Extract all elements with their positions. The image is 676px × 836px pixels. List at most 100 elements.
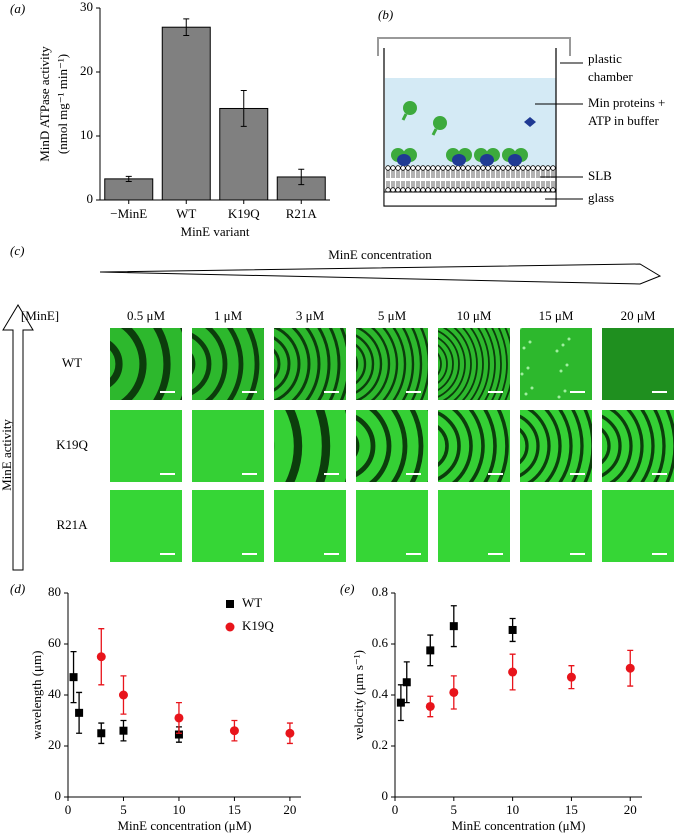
wave bbox=[571, 410, 584, 482]
speckle bbox=[559, 369, 563, 373]
point bbox=[508, 625, 517, 634]
micrograph bbox=[602, 410, 674, 482]
lipid-tail bbox=[511, 170, 515, 189]
micrograph-bg bbox=[274, 490, 346, 562]
lipid bbox=[440, 165, 446, 171]
row-label: R21A bbox=[56, 517, 88, 532]
wave bbox=[626, 410, 644, 482]
x-tick-label: −MinE bbox=[110, 206, 147, 221]
wave bbox=[609, 410, 633, 482]
lipid bbox=[525, 165, 531, 171]
y-tick-label: 80 bbox=[48, 584, 61, 599]
lipid bbox=[400, 165, 406, 171]
x-tick-label: K19Q bbox=[228, 206, 260, 221]
lipid-tail bbox=[466, 170, 470, 189]
wave bbox=[356, 343, 367, 385]
point bbox=[625, 663, 635, 673]
point bbox=[449, 687, 459, 697]
lipid-tail bbox=[531, 170, 535, 189]
point bbox=[229, 726, 239, 736]
x-tick-label: WT bbox=[176, 206, 196, 221]
wave bbox=[438, 336, 454, 392]
wave bbox=[544, 410, 562, 482]
wave bbox=[110, 340, 123, 388]
point bbox=[96, 652, 106, 662]
lipid-tail bbox=[481, 170, 485, 189]
activity-arrow bbox=[2, 304, 34, 571]
y-tick-label: 0 bbox=[87, 191, 94, 206]
lipid bbox=[490, 165, 496, 171]
y-tick-label: 30 bbox=[80, 0, 93, 14]
point bbox=[69, 673, 78, 682]
diagram: (b) plastic chamber Min proteins + ATP i… bbox=[377, 7, 665, 207]
wave bbox=[328, 328, 341, 400]
lipid bbox=[495, 165, 501, 171]
wave bbox=[451, 410, 473, 482]
lipid-tail bbox=[476, 170, 480, 189]
point bbox=[97, 729, 106, 738]
lipid-tail bbox=[461, 170, 465, 189]
wave bbox=[411, 328, 423, 400]
y-axis-label: (nmol mg⁻¹ min⁻¹) bbox=[55, 54, 70, 154]
speckle bbox=[561, 343, 565, 347]
lipid bbox=[415, 165, 421, 171]
wave bbox=[153, 328, 171, 400]
point bbox=[174, 730, 183, 739]
column-label: 15 μM bbox=[539, 308, 574, 323]
y-tick-label: 20 bbox=[80, 63, 93, 78]
speckle bbox=[526, 366, 530, 370]
speckle bbox=[528, 340, 532, 344]
x-tick-label: 20 bbox=[283, 802, 296, 817]
y-tick-label: 0.4 bbox=[372, 686, 389, 701]
speckle bbox=[530, 386, 534, 390]
speckle bbox=[557, 395, 561, 399]
y-tick-label: 0.2 bbox=[372, 737, 388, 752]
lipid bbox=[430, 165, 436, 171]
micrograph bbox=[438, 328, 510, 400]
lipid-tail bbox=[396, 170, 400, 189]
error-bar bbox=[298, 168, 305, 186]
lipid-tail bbox=[501, 170, 505, 189]
x-tick-label: 15 bbox=[565, 802, 578, 817]
x-tick-label: 0 bbox=[392, 802, 399, 817]
panel-label: (c) bbox=[10, 243, 24, 258]
lipid bbox=[550, 165, 556, 171]
wave bbox=[401, 328, 415, 400]
point bbox=[449, 622, 458, 631]
panel-label: (a) bbox=[10, 1, 25, 16]
legend-label: WT bbox=[242, 595, 262, 610]
label: SLB bbox=[588, 168, 612, 183]
wave bbox=[409, 410, 424, 482]
lipid-tail bbox=[391, 170, 395, 189]
y-axis-label: MinD ATPase activity bbox=[37, 46, 52, 162]
x-tick-label: 15 bbox=[228, 802, 241, 817]
arrow-label: MinE concentration bbox=[328, 247, 432, 262]
point bbox=[426, 646, 435, 655]
lipid-tail bbox=[536, 170, 540, 189]
micrograph-bg bbox=[192, 410, 264, 482]
wave bbox=[0, 244, 215, 484]
row-label: K19Q bbox=[56, 437, 88, 452]
micrograph bbox=[356, 490, 428, 562]
lipid bbox=[540, 165, 546, 171]
wave bbox=[602, 427, 611, 465]
wave bbox=[483, 410, 497, 482]
wave bbox=[640, 410, 655, 482]
image-grid: (c) MinE concentration MinE activity [Mi… bbox=[0, 243, 674, 571]
lipid-tail bbox=[471, 170, 475, 189]
lipid bbox=[420, 165, 426, 171]
column-label: 10 μM bbox=[457, 308, 492, 323]
speckle bbox=[567, 337, 571, 341]
lipid-tail bbox=[411, 170, 415, 189]
lipid-tail bbox=[451, 170, 455, 189]
micrograph bbox=[438, 410, 510, 482]
lipid-tail bbox=[431, 170, 435, 189]
point bbox=[396, 698, 405, 707]
micrograph bbox=[274, 410, 346, 482]
legend-marker bbox=[226, 600, 234, 608]
wave bbox=[192, 353, 196, 375]
wave bbox=[317, 328, 331, 400]
cells: 0.5 μM 1 μM 3 μM 5 μM 10 μM 15 μM 20 μM WT K19Q R… bbox=[0, 244, 674, 562]
panel-label: (d) bbox=[10, 581, 25, 596]
micrograph-bg bbox=[520, 328, 592, 400]
